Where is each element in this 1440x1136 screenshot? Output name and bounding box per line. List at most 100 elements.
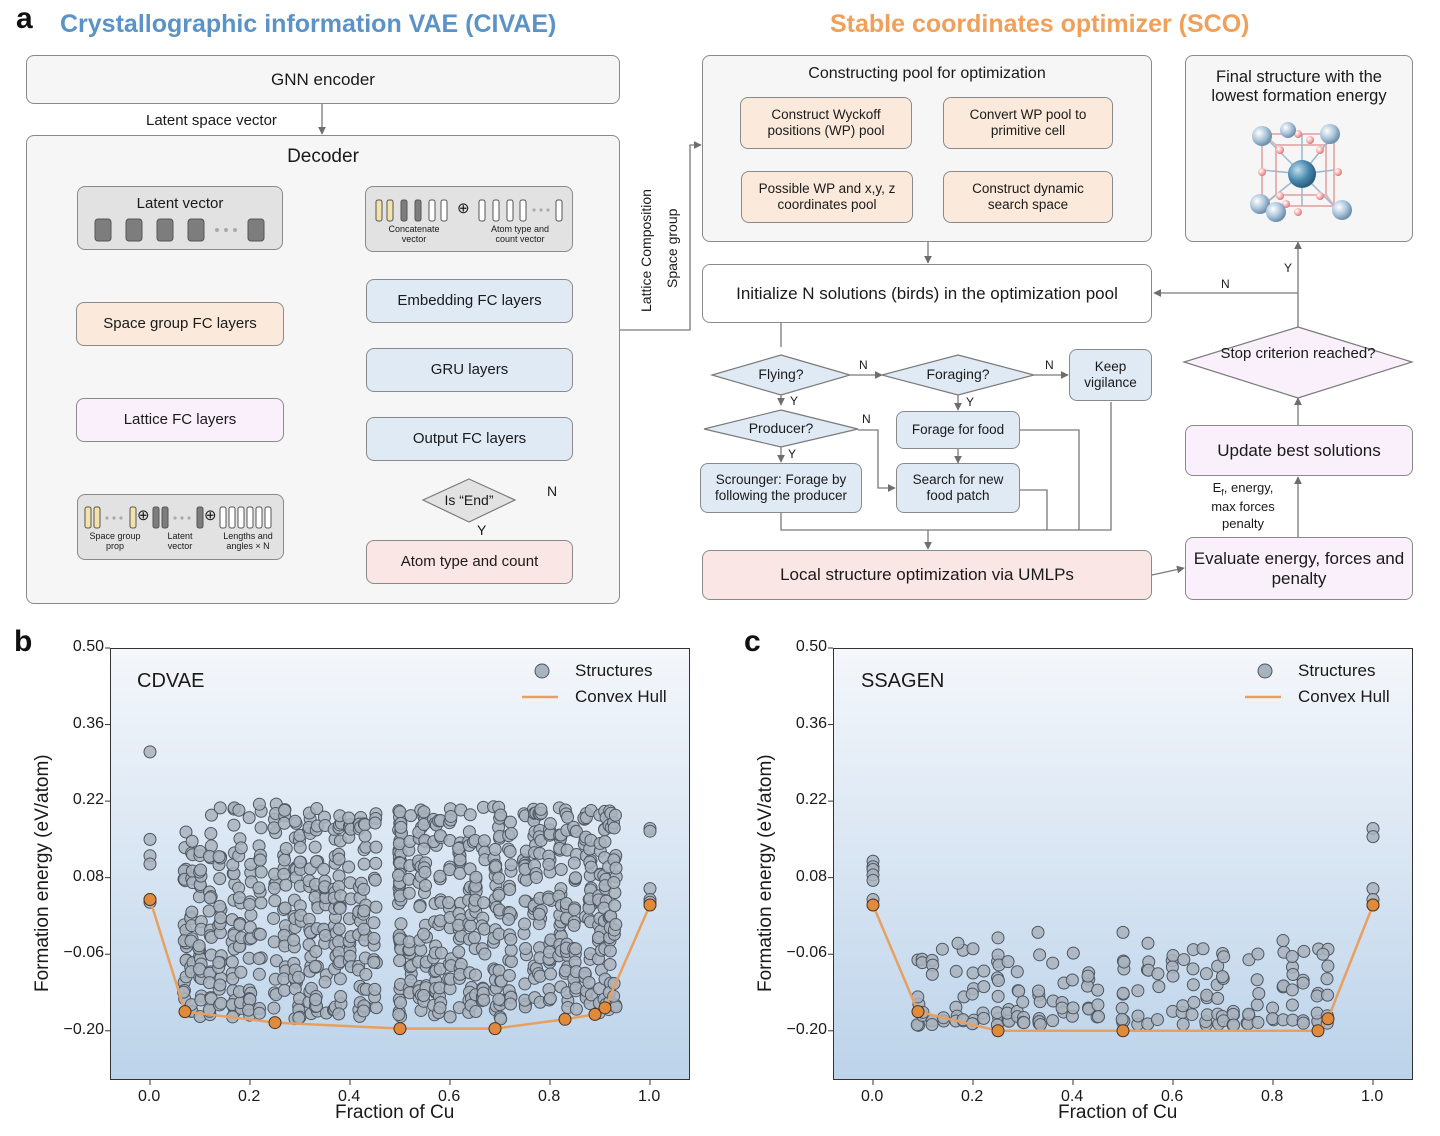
chart-b-legend-structures: Structures (575, 661, 653, 680)
y-tick-label: −0.06 (786, 944, 827, 962)
structure-point (357, 857, 371, 871)
final-structure-label: Final structure with the lowest formatio… (1211, 68, 1387, 105)
structure-point (342, 811, 356, 825)
structure-point (402, 935, 416, 949)
structure-point (1115, 1001, 1129, 1015)
structure-point (253, 927, 267, 941)
structure-point (582, 975, 596, 989)
structure-point (533, 969, 547, 983)
producer-decision: Producer? (748, 420, 814, 436)
structure-point (1185, 1008, 1199, 1022)
flying-yes-label: Y (790, 394, 799, 408)
structure-point (935, 942, 949, 956)
y-tick-label: −0.20 (786, 1020, 827, 1038)
structure-point (1226, 1007, 1240, 1021)
foraging-decision: Foraging? (926, 366, 990, 382)
structure-point (214, 996, 228, 1010)
structure-point (1141, 936, 1155, 950)
structure-point (554, 863, 568, 877)
y-tick-label: 0.22 (795, 791, 827, 809)
structure-point (369, 856, 383, 870)
structure-point (292, 1011, 306, 1025)
ef-penalty: penalty (1222, 515, 1264, 531)
ef-energy-note: Ef, energy, max forces penalty (1196, 480, 1290, 532)
structure-point (1016, 995, 1030, 1009)
chart-c-title: SSAGEN (861, 670, 945, 692)
structure-point (643, 882, 657, 896)
hull-point (588, 1007, 602, 1021)
producer-yes-label: Y (788, 447, 797, 461)
structure-point (567, 903, 581, 917)
structure-point (477, 993, 491, 1007)
structure-point (584, 860, 598, 874)
structure-point (544, 967, 558, 981)
hull-point (1116, 1024, 1130, 1038)
structure-point (367, 955, 381, 969)
x-tick-label: 0.0 (861, 1088, 884, 1105)
structure-point (1055, 1001, 1069, 1015)
structure-point (393, 954, 407, 968)
structure-point (1115, 1012, 1129, 1026)
structure-point (1276, 934, 1290, 948)
structure-point (252, 797, 266, 811)
structure-point (293, 840, 307, 854)
legend-structures-marker (1257, 663, 1273, 679)
ef-symbol: E (1212, 480, 1222, 495)
structure-point (1091, 1010, 1105, 1024)
structure-point (504, 955, 518, 969)
is-end-label: Is “End” (444, 492, 494, 508)
structure-point (269, 954, 283, 968)
structure-point (442, 896, 456, 910)
structure-point (143, 857, 157, 871)
x-tick-label: 0.6 (438, 1088, 461, 1105)
structure-point (252, 952, 266, 966)
structure-point (543, 817, 557, 831)
structure-point (518, 917, 532, 931)
structure-point (367, 931, 381, 945)
structure-point (332, 1007, 346, 1021)
hull-point (143, 893, 157, 907)
chart-c-legend-hull: Convex Hull (1298, 687, 1390, 706)
structure-point (308, 840, 322, 854)
structure-point (492, 888, 506, 902)
sco-title: Stable coordinates optimizer (SCO) (830, 10, 1250, 38)
structure-point (310, 802, 324, 816)
structure-point (232, 803, 246, 817)
structure-point (609, 917, 623, 931)
convert-wp-box: Convert WP pool to primitive cell (943, 97, 1113, 149)
hull-point (393, 1022, 407, 1036)
structure-point (242, 811, 256, 825)
structure-point (212, 850, 226, 864)
structure-point (227, 818, 241, 832)
y-tick-label: 0.36 (72, 714, 104, 732)
structure-point (292, 970, 306, 984)
structure-point (477, 922, 491, 936)
structure-point (368, 873, 382, 887)
oplus-icon: ⊕ (137, 507, 150, 524)
structure-point (1131, 984, 1145, 998)
structure-point (1091, 998, 1105, 1012)
structure-point (394, 917, 408, 931)
structure-point (368, 816, 382, 830)
oplus-icon: ⊕ (457, 200, 470, 217)
x-tick-label: 0.8 (538, 1088, 561, 1105)
structure-point (1001, 955, 1015, 969)
structure-point (453, 853, 467, 867)
structure-point (279, 878, 293, 892)
structure-point (1211, 991, 1225, 1005)
structure-point (278, 901, 292, 915)
x-tick-label: 0.4 (1061, 1088, 1084, 1105)
lengths-angles-label: Lengths and angles × N (223, 531, 273, 551)
structure-point (925, 967, 939, 981)
structure-point (951, 936, 965, 950)
is-end-no-label: N (547, 483, 558, 499)
structure-point (332, 852, 346, 866)
structure-point (192, 939, 206, 953)
latent-vector-small-label: Latent vector (167, 531, 193, 551)
hull-point (1321, 1012, 1335, 1026)
structure-point (369, 1001, 383, 1015)
structure-point (1046, 956, 1060, 970)
structure-point (977, 1011, 991, 1025)
oplus-icon: ⊕ (204, 507, 217, 524)
